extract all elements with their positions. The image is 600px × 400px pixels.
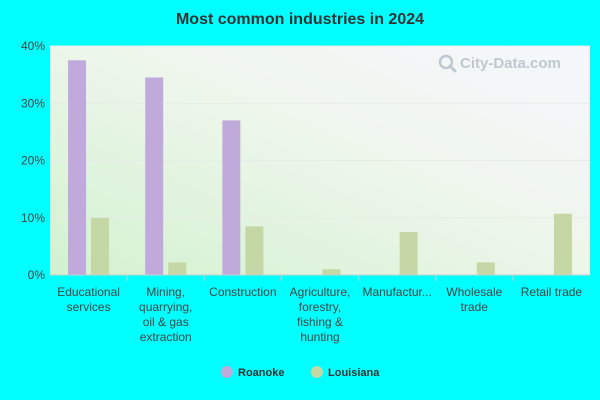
bar-louisiana-5: [476, 262, 495, 275]
legend-swatch-louisiana: [311, 366, 323, 378]
y-tick-label: 30%: [21, 96, 45, 110]
y-tick-label: 20%: [21, 154, 45, 168]
bar-louisiana-2: [245, 226, 264, 275]
x-category-label: Educational services: [57, 285, 120, 314]
legend-swatch-roanoke: [221, 366, 233, 378]
bars: [68, 60, 572, 275]
bar-roanoke-1: [145, 77, 164, 275]
y-tick-label: 0%: [28, 268, 46, 282]
x-category-label: Agriculture, forestry, fishing & hunting: [290, 285, 351, 344]
watermark: City-Data.com: [438, 54, 561, 73]
bar-louisiana-6: [553, 213, 572, 275]
x-category-label: Retail trade: [521, 285, 583, 299]
y-tick-label: 40%: [21, 39, 45, 53]
bar-louisiana-0: [91, 217, 110, 275]
x-category-label: Manufactur...: [362, 285, 431, 299]
y-axis-ticks: 0% 10% 20% 30% 40%: [21, 39, 45, 282]
y-tick-label: 10%: [21, 211, 45, 225]
legend-label-roanoke: Roanoke: [238, 367, 284, 379]
x-category-label: Mining, quarrying, oil & gas extraction: [139, 285, 192, 344]
x-axis-categories: Educational services Mining, quarrying, oil …: [57, 275, 582, 344]
chart-title: Most common industries in 2024: [176, 11, 424, 28]
legend-label-louisiana: Louisiana: [328, 367, 380, 379]
bar-louisiana-1: [168, 262, 187, 275]
bar-louisiana-3: [322, 269, 341, 275]
bar-roanoke-2: [222, 120, 241, 275]
legend: Roanoke Louisiana: [221, 366, 380, 379]
bar-roanoke-0: [68, 60, 87, 275]
x-category-label: Wholesale trade: [446, 285, 502, 314]
bar-louisiana-4: [399, 232, 418, 275]
gridlines: [50, 45, 590, 219]
magnifier-icon: [438, 54, 457, 73]
x-category-label: Construction: [209, 285, 276, 299]
watermark-text: City-Data.com: [460, 55, 561, 72]
